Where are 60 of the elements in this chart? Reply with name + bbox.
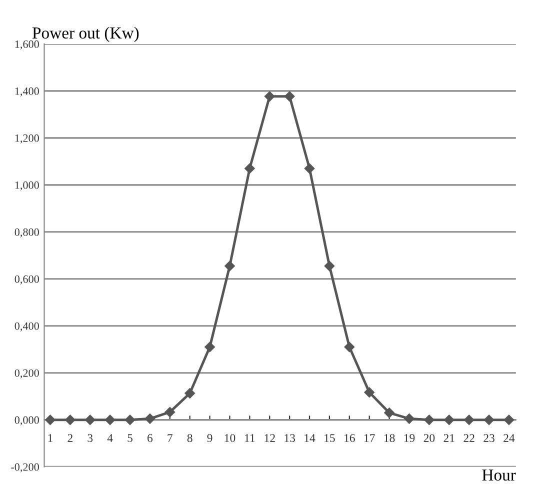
point (324, 260, 335, 272)
x-tick-label: 5 (128, 434, 132, 442)
x-tick-label: 18 (384, 434, 395, 442)
point (304, 163, 315, 174)
y-tick-label: 0,000 (14, 416, 39, 426)
x-tick-label: 23 (484, 434, 494, 442)
y-tick-label: 0,600 (14, 275, 39, 284)
x-tick-label: 1 (48, 434, 52, 442)
point (204, 342, 215, 352)
x-tick-label: 24 (504, 434, 515, 442)
point (164, 406, 176, 418)
point (124, 414, 136, 425)
point (364, 387, 374, 398)
point (65, 414, 76, 425)
point (224, 260, 235, 272)
point (504, 414, 514, 425)
x-tick-label: 4 (107, 434, 113, 442)
x-axis-title: Hour (482, 470, 516, 481)
x-tick-label: 16 (344, 434, 355, 442)
point (264, 91, 275, 102)
point (484, 414, 494, 425)
point (85, 414, 96, 425)
x-tick-label: 22 (464, 434, 474, 442)
point (384, 408, 394, 418)
x-tick-label: 2 (68, 434, 72, 442)
y-tick-label: 0,200 (14, 369, 39, 378)
x-tick-label: 11 (245, 434, 255, 442)
y-tick-label: 1,400 (15, 87, 39, 97)
point (184, 388, 195, 398)
x-tick-label: 7 (168, 434, 173, 442)
point (284, 91, 295, 102)
point (244, 163, 255, 174)
y-tick-label: 0,400 (14, 322, 39, 332)
point (464, 414, 474, 425)
y-tick-label: 1,000 (15, 181, 39, 190)
x-tick-label: 9 (207, 434, 212, 442)
x-tick-label: 3 (88, 434, 93, 442)
x-tick-label: 6 (148, 434, 153, 442)
y-axis-title: Power out (Kw) (32, 26, 139, 42)
point (444, 414, 454, 425)
y-tick-label: 1,200 (15, 134, 39, 144)
point (144, 414, 156, 424)
y-tick-label: 0,800 (14, 228, 39, 238)
x-tick-label: 17 (364, 434, 375, 442)
point (104, 414, 116, 425)
point (404, 414, 414, 424)
point (45, 414, 56, 425)
point (344, 342, 355, 352)
x-tick-label: 12 (264, 434, 275, 442)
y-tick-label: 1,600 (15, 40, 39, 50)
x-tick-label: 19 (404, 434, 415, 442)
x-tick-label: 13 (284, 434, 296, 442)
x-tick-label: 8 (187, 434, 192, 442)
x-tick-label: 21 (444, 434, 454, 442)
x-tick-label: 20 (424, 434, 435, 442)
x-tick-label: 14 (304, 434, 316, 442)
point (424, 414, 434, 425)
x-tick-label: 10 (224, 434, 236, 442)
x-tick-label: 15 (324, 434, 335, 442)
y-tick-label: -0,200 (11, 463, 39, 472)
